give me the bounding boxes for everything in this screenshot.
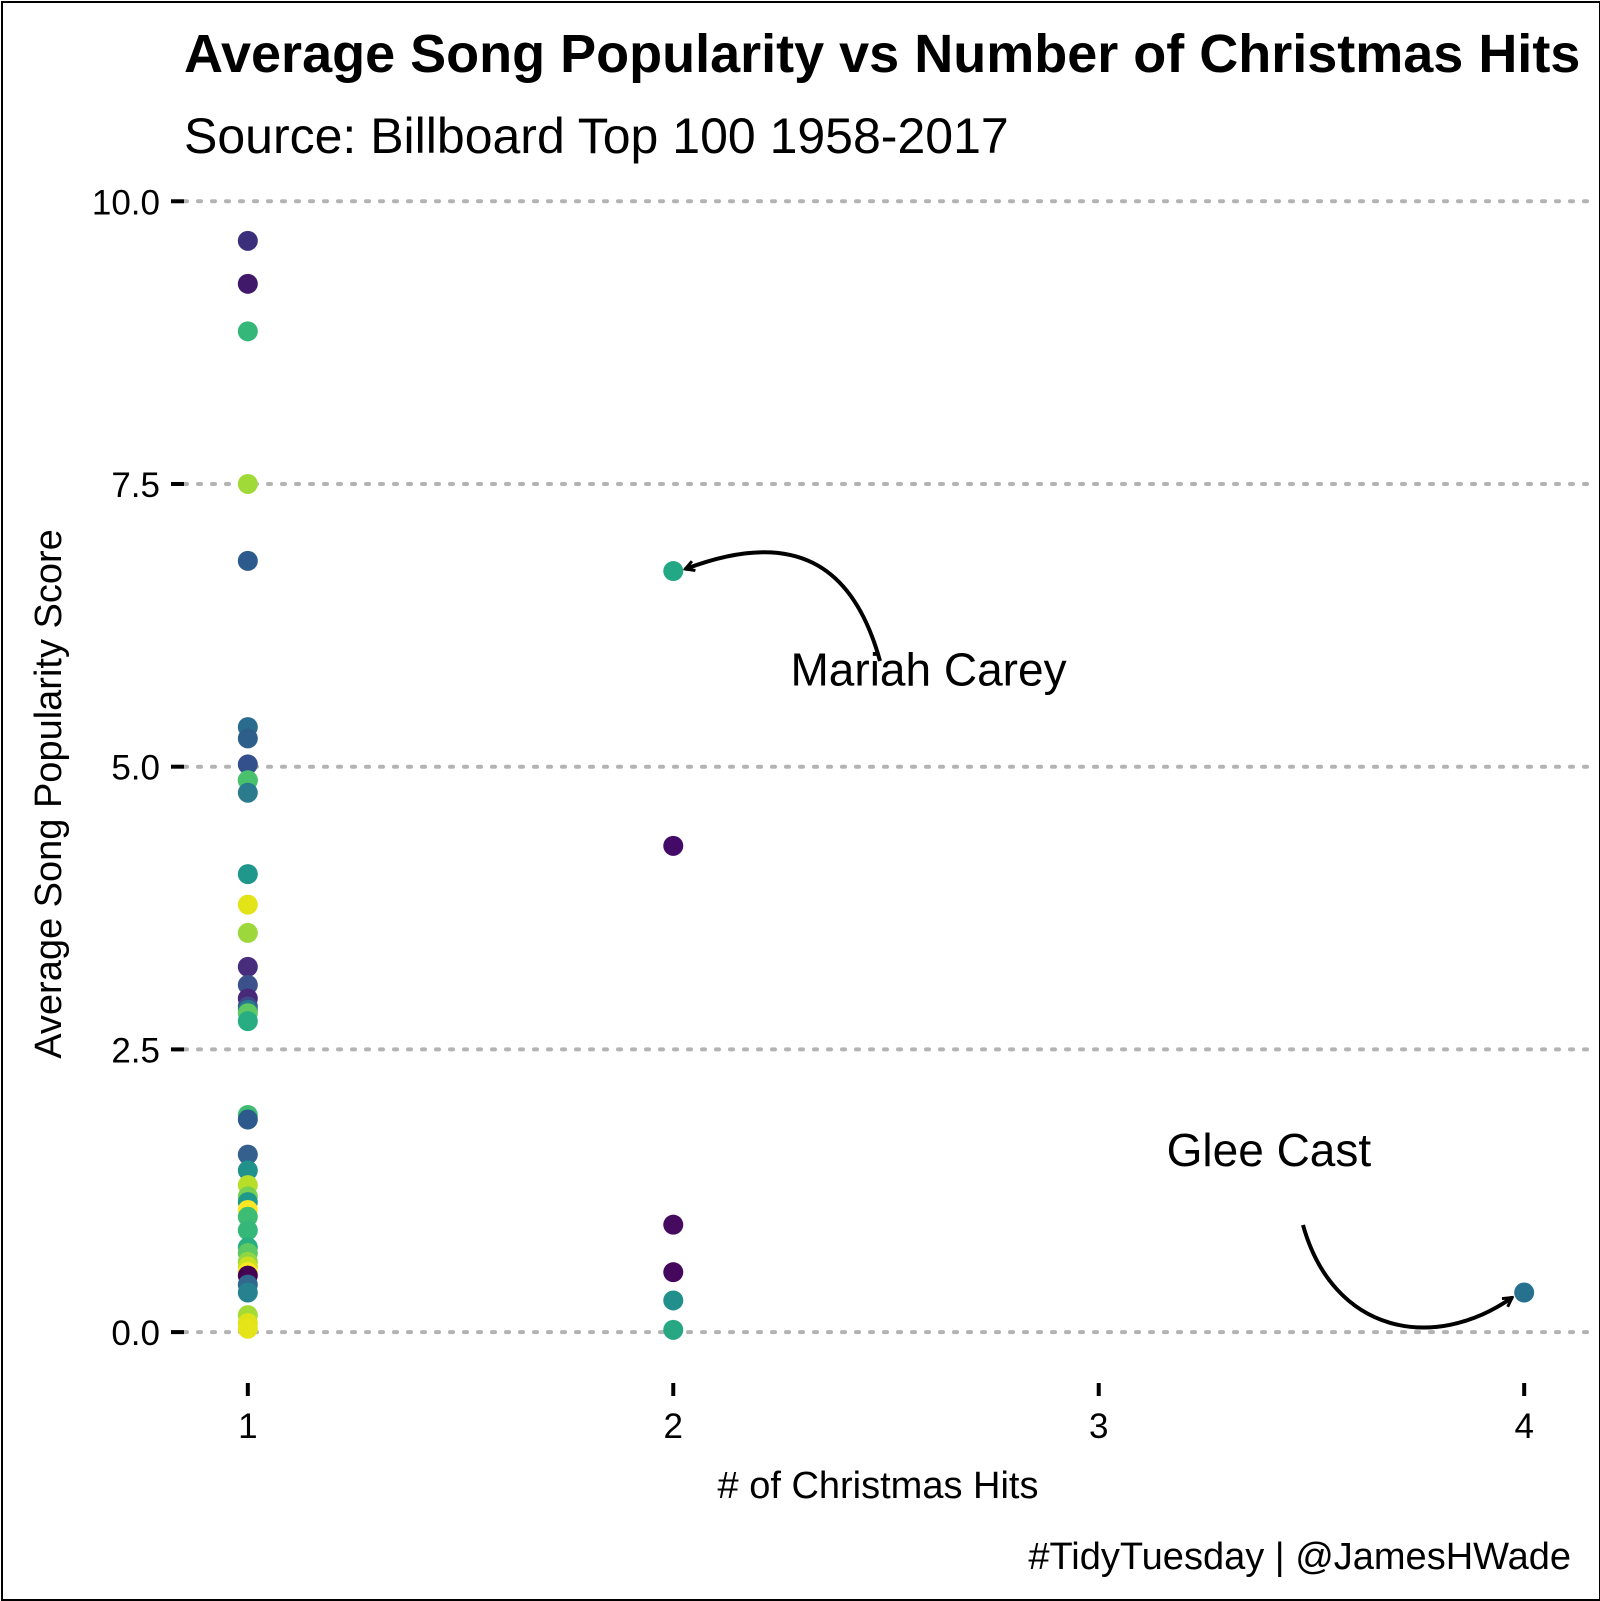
data-point — [237, 894, 258, 915]
data-point — [237, 782, 258, 803]
data-point — [237, 1220, 258, 1241]
caption: #TidyTuesday | @JamesHWade — [1028, 1536, 1571, 1578]
data-point — [663, 1262, 684, 1283]
x-tick-label: 2 — [664, 1407, 683, 1446]
data-point — [237, 321, 258, 342]
data-point — [663, 835, 684, 856]
data-point — [237, 922, 258, 943]
x-tick-label: 1 — [238, 1407, 257, 1446]
data-point — [237, 473, 258, 494]
y-tick-label: 7.5 — [111, 466, 160, 505]
data-point — [237, 1144, 258, 1165]
gridlines — [182, 199, 1590, 1335]
data-point — [237, 273, 258, 294]
chart-subtitle: Source: Billboard Top 100 1958-2017 — [184, 108, 1009, 164]
y-tick-label: 5.0 — [111, 749, 160, 788]
data-point — [237, 1318, 258, 1339]
annotation-arrows — [685, 550, 1512, 1330]
data-point — [237, 864, 258, 885]
x-tick-label: 4 — [1514, 1407, 1533, 1446]
data-point — [237, 956, 258, 977]
data-point — [663, 1214, 684, 1235]
data-point — [237, 754, 258, 775]
data-point — [237, 230, 258, 251]
arrow-glee-cast — [1301, 1224, 1512, 1330]
data-point — [237, 1160, 258, 1181]
x-tick-label: 3 — [1089, 1407, 1108, 1446]
data-point — [237, 1109, 258, 1130]
data-point — [1514, 1282, 1535, 1303]
y-tick-label: 0.0 — [111, 1314, 160, 1353]
chart-title: Average Song Popularity vs Number of Chr… — [184, 24, 1580, 84]
data-point — [663, 1290, 684, 1311]
x-axis-label: # of Christmas Hits — [718, 1465, 1039, 1507]
y-axis: 0.0 2.5 5.0 7.5 10.0 — [92, 183, 184, 1353]
data-point — [237, 728, 258, 749]
data-point — [663, 561, 684, 582]
annotation-label: Glee Cast — [1167, 1124, 1372, 1176]
y-tick-label: 2.5 — [111, 1031, 160, 1070]
data-point — [237, 1011, 258, 1032]
arrow-mariah-carey — [685, 550, 882, 662]
annotation-label: Mariah Carey — [790, 643, 1066, 695]
scatter-chart: 0.0 2.5 5.0 7.5 10.0 1 2 3 4 Mariah Carey Glee C… — [28, 24, 1590, 1578]
data-points — [237, 230, 1535, 1340]
y-tick-label: 10.0 — [92, 183, 160, 222]
data-point — [237, 1282, 258, 1303]
annotations: Mariah Carey Glee Cast — [790, 643, 1371, 1176]
x-axis: 1 2 3 4 — [238, 1383, 1534, 1446]
data-point — [663, 1319, 684, 1340]
y-axis-label: Average Song Popularity Score — [28, 529, 70, 1059]
data-point — [237, 550, 258, 571]
